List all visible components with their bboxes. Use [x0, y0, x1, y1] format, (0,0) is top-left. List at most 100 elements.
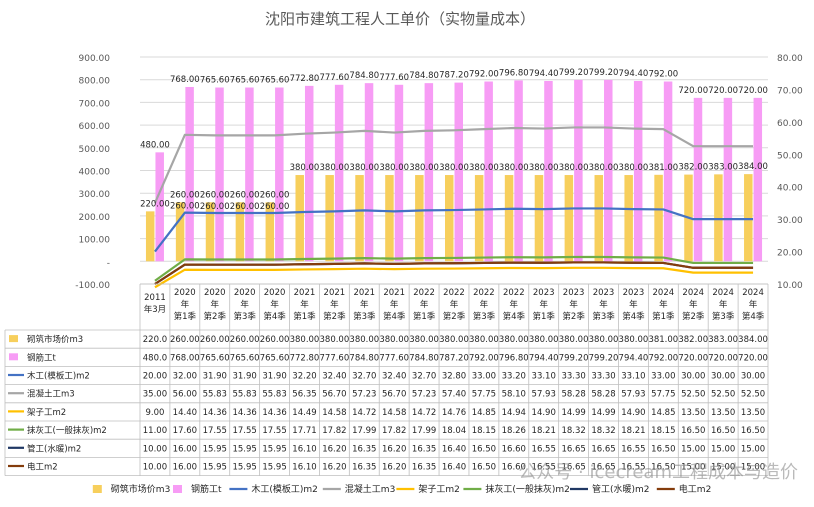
table-header-cell: 2020: [234, 288, 256, 298]
legend-item-label: 电工m2: [679, 483, 712, 495]
bar-0-13: [534, 175, 544, 262]
table-cell: 380.00: [320, 335, 350, 345]
bar-1-17: [663, 81, 673, 262]
table-cell: 15.95: [262, 444, 286, 454]
table-cell: 768.00: [170, 353, 200, 363]
table-cell: 16.55: [621, 444, 645, 454]
table-cell: 33.00: [472, 372, 496, 382]
table-cell: 16.65: [561, 444, 585, 454]
bar-data-label: 260.00: [230, 190, 260, 200]
table-cell: 58.28: [561, 390, 585, 400]
bar-data-label: 381.00: [648, 163, 678, 173]
bar-1-8: [394, 84, 404, 262]
table-cell: 56.70: [322, 390, 346, 400]
table-cell: 16.55: [621, 463, 645, 473]
bar-data-label: 260.00: [260, 190, 290, 200]
table-row-key: [9, 335, 18, 343]
left-tick-label: 300.00: [79, 190, 111, 200]
table-cell: 15.00: [741, 463, 765, 473]
table-cell: 14.85: [472, 408, 496, 418]
table-cell: 15.00: [711, 463, 735, 473]
table-cell: 784.80: [409, 353, 439, 363]
table-header-cell: 2022: [413, 288, 435, 298]
table-cell: 15.95: [262, 463, 286, 473]
table-cell: 55.83: [232, 390, 256, 400]
table-cell: 16.50: [741, 426, 765, 436]
table-header-cell: 2022: [473, 288, 495, 298]
table-cell: 14.58: [382, 408, 406, 418]
legend-item-label: 钢筋工t: [191, 483, 222, 495]
table-header-cell: 年: [240, 299, 249, 310]
right-tick-label: 80.00: [777, 54, 803, 64]
bar-1-20: [753, 97, 763, 262]
table-cell: 33.30: [591, 372, 615, 382]
table-cell: 15.00: [681, 463, 705, 473]
table-cell: 17.60: [173, 426, 197, 436]
table-cell: 56.70: [382, 390, 406, 400]
left-tick-label: 100.00: [79, 236, 111, 246]
bar-data-label: 380.00: [349, 163, 379, 173]
table-header-cell: 2023: [593, 288, 615, 298]
bar-0-9: [415, 175, 424, 262]
bar-data-label: 796.80: [499, 68, 529, 78]
line-point-label: 260.00: [170, 202, 200, 212]
bar-1-12: [514, 80, 523, 262]
table-header-cell: 2022: [443, 288, 465, 298]
table-header-cell: 年3月: [144, 304, 166, 315]
bar-data-label: 380.00: [559, 163, 589, 173]
bar-data-label: 799.20: [589, 68, 619, 78]
table-cell: 16.20: [382, 463, 406, 473]
table-cell: 777.60: [320, 353, 350, 363]
table-cell: 16.35: [352, 444, 376, 454]
table-cell: 15.00: [681, 444, 705, 454]
right-tick-label: 40.00: [777, 184, 803, 194]
bar-data-label: 380.00: [379, 163, 409, 173]
table-cell: 15.95: [232, 444, 256, 454]
table-cell: 31.90: [232, 372, 256, 382]
table-cell: 33.30: [561, 372, 585, 382]
bar-1-10: [454, 82, 463, 262]
table-cell: 55.83: [203, 390, 227, 400]
table-cell: 380.00: [290, 335, 320, 345]
bar-data-label: 384.00: [738, 162, 768, 172]
table-cell: 18.21: [532, 426, 556, 436]
table-header-cell: 第3季: [592, 311, 615, 322]
table-cell: 260.00: [260, 335, 290, 345]
table-header-cell: 第3季: [353, 311, 376, 322]
table-cell: 18.32: [591, 426, 615, 436]
table-header-cell: 年: [689, 299, 698, 310]
table-header-cell: 第1季: [533, 311, 556, 322]
bar-1-7: [364, 83, 374, 262]
table-cell: 30.00: [681, 372, 705, 382]
table-cell: 15.95: [203, 444, 227, 454]
bar-data-label: 787.20: [439, 71, 469, 81]
legend-key: [92, 485, 102, 493]
table-cell: 16.55: [532, 463, 556, 473]
left-tick-label: -100.00: [75, 281, 110, 291]
table-cell: 720.00: [738, 353, 768, 363]
table-cell: 9.00: [145, 408, 164, 418]
table-cell: 480.0: [143, 353, 167, 363]
bar-0-12: [504, 175, 514, 262]
table-cell: 57.75: [651, 390, 675, 400]
bar-series: [145, 79, 763, 262]
table-cell: 220.0: [143, 335, 167, 345]
table-cell: 382.00: [678, 335, 708, 345]
table-header-cell: 2023: [563, 288, 585, 298]
bar-1-6: [334, 84, 344, 262]
table-cell: 765.60: [200, 353, 230, 363]
table-row-label: 钢筋工t: [27, 352, 57, 363]
table-row-label: 管工(水暖)m2: [27, 443, 81, 454]
table-cell: 380.00: [619, 335, 649, 345]
table-cell: 17.82: [382, 426, 406, 436]
bar-data-label: 260.00: [170, 190, 200, 200]
table-cell: 15.00: [711, 444, 735, 454]
table-cell: 57.93: [532, 390, 556, 400]
table-cell: 20.00: [143, 372, 167, 382]
table-cell: 16.65: [591, 444, 615, 454]
table-cell: 32.80: [442, 372, 466, 382]
table-header-cell: 第4季: [742, 311, 765, 322]
table-cell: 13.50: [741, 408, 765, 418]
left-tick-label: 600.00: [79, 122, 111, 132]
right-tick-label: 70.00: [777, 86, 803, 96]
